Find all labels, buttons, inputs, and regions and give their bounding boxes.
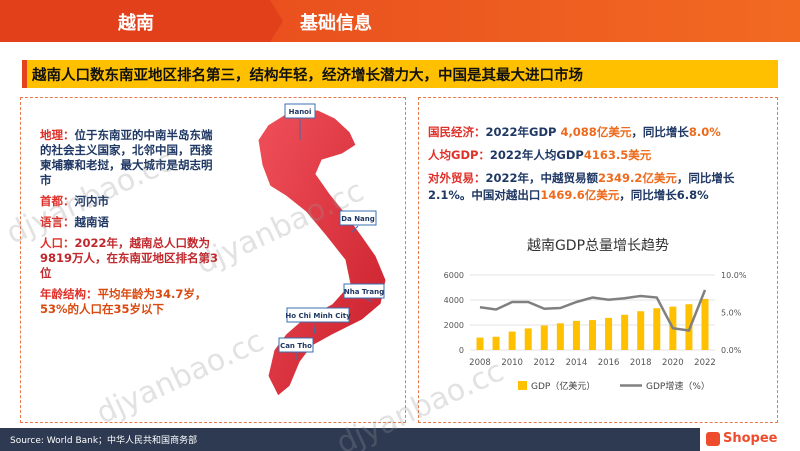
vietnam-shape <box>257 109 387 397</box>
profile-label: 语言： <box>40 215 75 229</box>
city-box <box>286 307 350 323</box>
left-panel <box>20 97 406 423</box>
x-tick-label: 2012 <box>533 358 555 368</box>
profile: 地理：位于东南亚的中南半岛东端的社会主义国家，北邻中国，西接柬埔寨和老挝，最大城… <box>40 128 218 323</box>
bar <box>476 337 484 350</box>
y2-tick-label: 5.0% <box>721 309 742 318</box>
header-tab <box>0 0 283 42</box>
profile-text: 位于东南亚的中南半岛东端的社会主义国家，北邻中国，西接柬埔寨和老挝，最大城市是胡… <box>40 128 213 187</box>
headline-bar <box>22 60 778 88</box>
profile-text: 越南语 <box>74 215 110 229</box>
bar <box>572 320 580 350</box>
bar <box>605 317 613 350</box>
profile-label: 人口： <box>40 236 75 250</box>
chart-title: 越南GDP总量增长趋势 <box>527 238 669 254</box>
logo-text: Shopee <box>723 431 778 446</box>
fact-label: 人均GDP： <box>428 148 490 162</box>
fact-text: ，同比增长6.8% <box>619 188 709 202</box>
fact-label: 国民经济： <box>428 125 486 139</box>
fact-text: 2022年人均GDP <box>489 148 584 162</box>
fact-item: 国民经济：2022年GDP 4,088亿美元，同比增长8.0% <box>428 124 773 141</box>
profile-label: 年龄结构： <box>40 287 98 301</box>
bar <box>540 325 548 350</box>
fact-item: 人均GDP：2022年人均GDP4163.5美元 <box>428 147 773 164</box>
x-tick-label: 2016 <box>598 358 620 368</box>
profile-item: 地理：位于东南亚的中南半岛东端的社会主义国家，北邻中国，西接柬埔寨和老挝，最大城… <box>40 128 218 188</box>
x-tick-label: 2010 <box>501 358 523 368</box>
bar <box>524 328 532 350</box>
fact-text: 2022年，中越贸易额 <box>485 171 599 185</box>
x-tick-label: 2018 <box>630 358 652 368</box>
bar <box>508 331 516 350</box>
profile-text: 平均年龄为34.7岁，53%的人口在35岁以下 <box>40 287 207 316</box>
x-tick-label: 2020 <box>662 358 684 368</box>
city-label: Ho Chi Minh City <box>285 312 351 320</box>
fact-item: 对外贸易：2022年，中越贸易额2349.2亿美元，同比增长2.1%。中国对越出… <box>428 170 773 204</box>
x-tick-label: 2022 <box>694 358 716 368</box>
profile-label: 首都： <box>40 194 75 208</box>
bar <box>589 320 596 350</box>
fact-text: ，同比增长 <box>631 125 689 139</box>
fact-text: 2022年GDP <box>485 125 561 139</box>
source: Source: World Bank；中华人民共和国商务部 <box>10 436 198 446</box>
line <box>479 289 707 332</box>
legend-label: GDP（亿美元） <box>531 380 595 392</box>
bar <box>653 308 661 350</box>
header-section: 基础信息 <box>300 13 372 34</box>
city-box <box>284 103 316 119</box>
header-country: 越南 <box>118 13 154 34</box>
y-tick-label: 2000 <box>444 321 464 330</box>
fact-label: 对外贸易： <box>428 171 486 185</box>
bar <box>701 298 709 350</box>
city-label: Hanoi <box>289 108 312 116</box>
legend-label: GDP增速（%） <box>646 380 710 392</box>
fact-highlight: 1469.6亿美元 <box>540 188 620 202</box>
x-tick-label: 2014 <box>566 358 588 368</box>
profile-label: 地理： <box>40 128 75 142</box>
city-label: Nha Trang <box>344 288 384 296</box>
bar <box>621 314 629 350</box>
profile-item: 语言：越南语 <box>40 215 218 230</box>
bar <box>556 323 564 350</box>
footer <box>0 428 700 451</box>
city-labels: Hanoi Da Nang Nha Trang Ho Chi Minh City Can… <box>278 103 385 353</box>
bar <box>637 311 645 350</box>
y2-tick-label: 10.0% <box>721 271 747 280</box>
logo-icon <box>706 431 720 446</box>
fact-text: ，同比增长2.1%。中国对越出口 <box>428 171 735 202</box>
headline: 越南人口数东南亚地区排名第三，结构年轻，经济增长潜力大，中国是其最大进口市场 <box>32 68 583 84</box>
y-tick-label: 4000 <box>444 296 464 305</box>
profile-item: 年龄结构：平均年龄为34.7岁，53%的人口在35岁以下 <box>40 287 218 317</box>
fact-highlight: 4163.5美元 <box>583 148 652 162</box>
right-panel <box>418 97 778 423</box>
city-label: Can Tho <box>280 342 312 350</box>
profile-text: 河内市 <box>74 194 110 208</box>
y-tick-label: 6000 <box>444 271 464 280</box>
city-box <box>278 337 314 353</box>
legend-swatch <box>518 381 527 390</box>
profile-text: 2022年，越南总人口数为9819万人，在东南亚地区排名第3位 <box>40 236 219 280</box>
profile-item: 人口：2022年，越南总人口数为9819万人，在东南亚地区排名第3位 <box>40 236 218 281</box>
y2-tick-label: 0.0% <box>721 346 742 355</box>
x-tick-label: 2008 <box>469 358 491 368</box>
profile-item: 首都：河内市 <box>40 194 218 209</box>
bar <box>492 336 500 350</box>
fact-highlight: 2349.2亿美元 <box>598 171 677 185</box>
logo: Shopee <box>706 431 778 446</box>
pointer <box>351 225 359 233</box>
city-box <box>339 210 377 226</box>
city-box <box>343 283 385 299</box>
fact-highlight: 8.0% <box>688 125 721 139</box>
facts: 国民经济：2022年GDP 4,088亿美元，同比增长8.0% 人均GDP：202… <box>428 124 773 210</box>
y-tick-label: 0 <box>459 346 464 355</box>
city-label: Da Nang <box>341 215 375 223</box>
fact-highlight: 4,088亿美元 <box>560 125 632 139</box>
chart: 越南GDP总量增长趋势 0 2000 4000 6000 0.0% 5.0% 10.0% 20… <box>444 238 747 392</box>
